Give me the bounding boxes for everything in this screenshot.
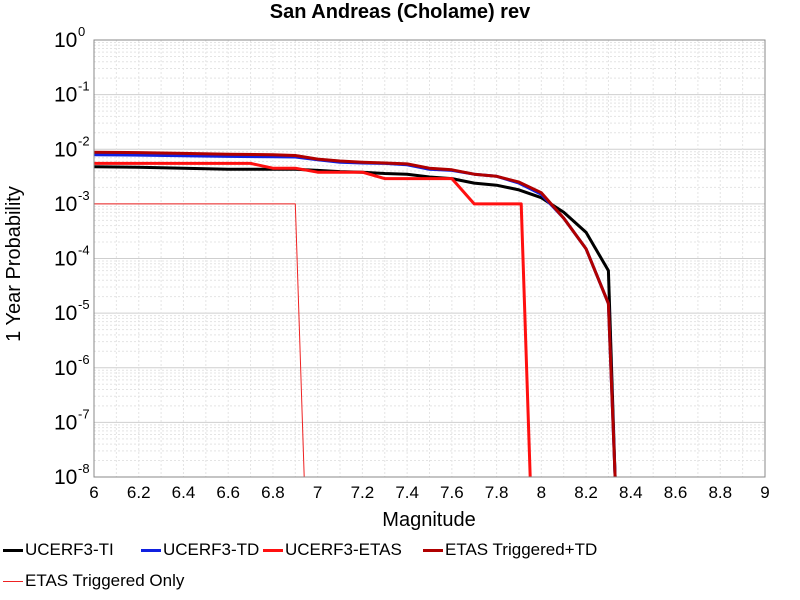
x-tick-label: 6.2 bbox=[127, 483, 151, 502]
y-tick-base: 10 bbox=[54, 248, 77, 271]
series-line-ucerf3-etas bbox=[94, 161, 532, 477]
x-tick-label: 7.2 bbox=[351, 483, 375, 502]
y-tick-label: 10 0 bbox=[54, 24, 85, 52]
y-axis-label: 1 Year Probability bbox=[3, 186, 25, 342]
y-tick-exponent: -4 bbox=[78, 243, 90, 258]
legend-label: UCERF3-TI bbox=[25, 540, 114, 559]
legend-swatch bbox=[423, 548, 443, 552]
y-tick-label: 10 -7 bbox=[54, 406, 90, 434]
legend-item-etas-triggered-td: ETAS Triggered+TD bbox=[423, 540, 597, 560]
y-tick-label: 10 -8 bbox=[54, 461, 90, 489]
x-tick-label: 7.8 bbox=[485, 483, 509, 502]
y-tick-label: 10 -5 bbox=[54, 297, 90, 325]
legend-label: UCERF3-ETAS bbox=[285, 540, 402, 559]
y-tick-label: 10 -1 bbox=[54, 79, 90, 107]
y-tick-base: 10 bbox=[54, 138, 77, 161]
legend-swatch bbox=[3, 580, 23, 582]
series-layer bbox=[94, 150, 617, 477]
x-axis-label: Magnitude bbox=[382, 509, 475, 531]
y-tick-exponent: -8 bbox=[78, 461, 90, 476]
x-tick-label: 8.8 bbox=[708, 483, 732, 502]
legend-label: ETAS Triggered Only bbox=[25, 571, 185, 590]
legend-swatch bbox=[3, 548, 23, 552]
y-tick-base: 10 bbox=[54, 466, 77, 489]
y-tick-label: 10 -2 bbox=[54, 133, 90, 161]
y-tick-exponent: -5 bbox=[78, 297, 90, 312]
legend-swatch bbox=[263, 548, 283, 552]
x-tick-label: 6.4 bbox=[172, 483, 196, 502]
x-tick-labels: 6 6.2 6.4 6.6 6.8 7 7.2 7.4 7.6 7.8 8 8.2 8.4 8.6 8.8 9 bbox=[89, 483, 769, 502]
y-tick-label: 10 -3 bbox=[54, 188, 90, 216]
x-tick-label: 7.4 bbox=[395, 483, 419, 502]
y-tick-base: 10 bbox=[54, 302, 77, 325]
x-tick-label: 6 bbox=[89, 483, 98, 502]
legend-swatch bbox=[141, 548, 161, 552]
legend-item-etas-triggered-only: ETAS Triggered Only bbox=[3, 571, 184, 591]
legend-item-ucerf3-etas: UCERF3-ETAS bbox=[263, 540, 402, 560]
chart-title: San Andreas (Cholame) rev bbox=[270, 1, 531, 23]
y-tick-base: 10 bbox=[54, 411, 77, 434]
plot-frame bbox=[93, 39, 766, 478]
x-tick-label: 7 bbox=[313, 483, 322, 502]
y-tick-label: 10 -6 bbox=[54, 352, 90, 380]
x-tick-label: 9 bbox=[760, 483, 769, 502]
y-tick-exponent: -6 bbox=[78, 352, 90, 367]
y-tick-exponent: -3 bbox=[78, 188, 90, 203]
legend-label: UCERF3-TD bbox=[163, 540, 260, 559]
x-tick-label: 8.2 bbox=[574, 483, 598, 502]
y-tick-exponent: -2 bbox=[78, 133, 90, 148]
y-tick-base: 10 bbox=[54, 84, 77, 107]
legend-item-ucerf3-td: UCERF3-TD bbox=[141, 540, 259, 560]
y-tick-base: 10 bbox=[54, 29, 77, 52]
x-tick-label: 8.4 bbox=[619, 483, 643, 502]
y-tick-exponent: -7 bbox=[78, 406, 90, 421]
y-tick-base: 10 bbox=[54, 193, 77, 216]
series-line-etas-triggered-td bbox=[94, 150, 617, 477]
x-tick-label: 8 bbox=[537, 483, 546, 502]
y-tick-label: 10 -4 bbox=[54, 243, 90, 271]
legend-item-ucerf3-ti: UCERF3-TI bbox=[3, 540, 114, 560]
x-tick-label: 6.8 bbox=[261, 483, 285, 502]
y-tick-base: 10 bbox=[54, 357, 77, 380]
y-tick-exponent: 0 bbox=[78, 24, 85, 39]
x-tick-label: 6.6 bbox=[216, 483, 240, 502]
x-tick-label: 7.6 bbox=[440, 483, 464, 502]
series-line-etas-triggered-only bbox=[94, 203, 305, 477]
legend-label: ETAS Triggered+TD bbox=[445, 540, 598, 559]
y-tick-exponent: -1 bbox=[78, 79, 90, 94]
x-tick-label: 8.6 bbox=[664, 483, 688, 502]
